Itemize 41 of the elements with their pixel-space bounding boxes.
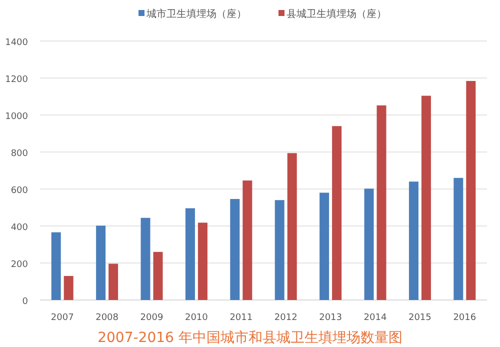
y-tick-label: 1400 (5, 38, 28, 48)
x-tick-label: 2009 (140, 313, 164, 323)
bar (376, 105, 386, 300)
x-tick-label: 2012 (274, 313, 298, 323)
y-tick-label: 1000 (5, 112, 28, 122)
y-tick-label: 400 (10, 223, 28, 233)
x-tick-label: 2011 (230, 313, 253, 323)
x-tick-label: 2010 (184, 313, 208, 323)
bar (466, 80, 476, 300)
bar (108, 264, 118, 300)
bar (364, 188, 374, 300)
x-tick-label: 2013 (319, 313, 342, 323)
bar (287, 153, 297, 300)
bar (332, 126, 342, 300)
bar (454, 178, 464, 300)
y-tick-label: 1200 (5, 75, 28, 85)
bar (185, 208, 195, 300)
bar (64, 276, 74, 300)
legend-label: 县城卫生填埋场（座） (286, 8, 386, 20)
bar (153, 252, 163, 300)
bar (421, 96, 431, 300)
x-tick-label: 2016 (453, 313, 476, 323)
y-tick-label: 200 (10, 260, 28, 270)
bar (96, 226, 106, 300)
y-tick-label: 600 (10, 186, 28, 196)
bar (140, 218, 150, 300)
y-tick-label: 0 (22, 297, 28, 307)
legend-label: 城市卫生填埋场（座） (146, 8, 246, 20)
y-tick-label: 800 (10, 149, 28, 159)
bar (51, 232, 61, 300)
x-tick-label: 2014 (364, 313, 387, 323)
text: 2007-2016 年中国城市和县城卫生填埋场数量图 (98, 330, 402, 346)
bar (242, 180, 252, 300)
x-tick-label: 2015 (408, 313, 432, 323)
bar (274, 200, 284, 300)
bar (408, 182, 418, 300)
bar (230, 198, 240, 300)
bar (198, 222, 208, 300)
x-tick-label: 2008 (96, 313, 119, 323)
bar (320, 192, 330, 300)
x-tick-label: 2007 (50, 313, 74, 323)
